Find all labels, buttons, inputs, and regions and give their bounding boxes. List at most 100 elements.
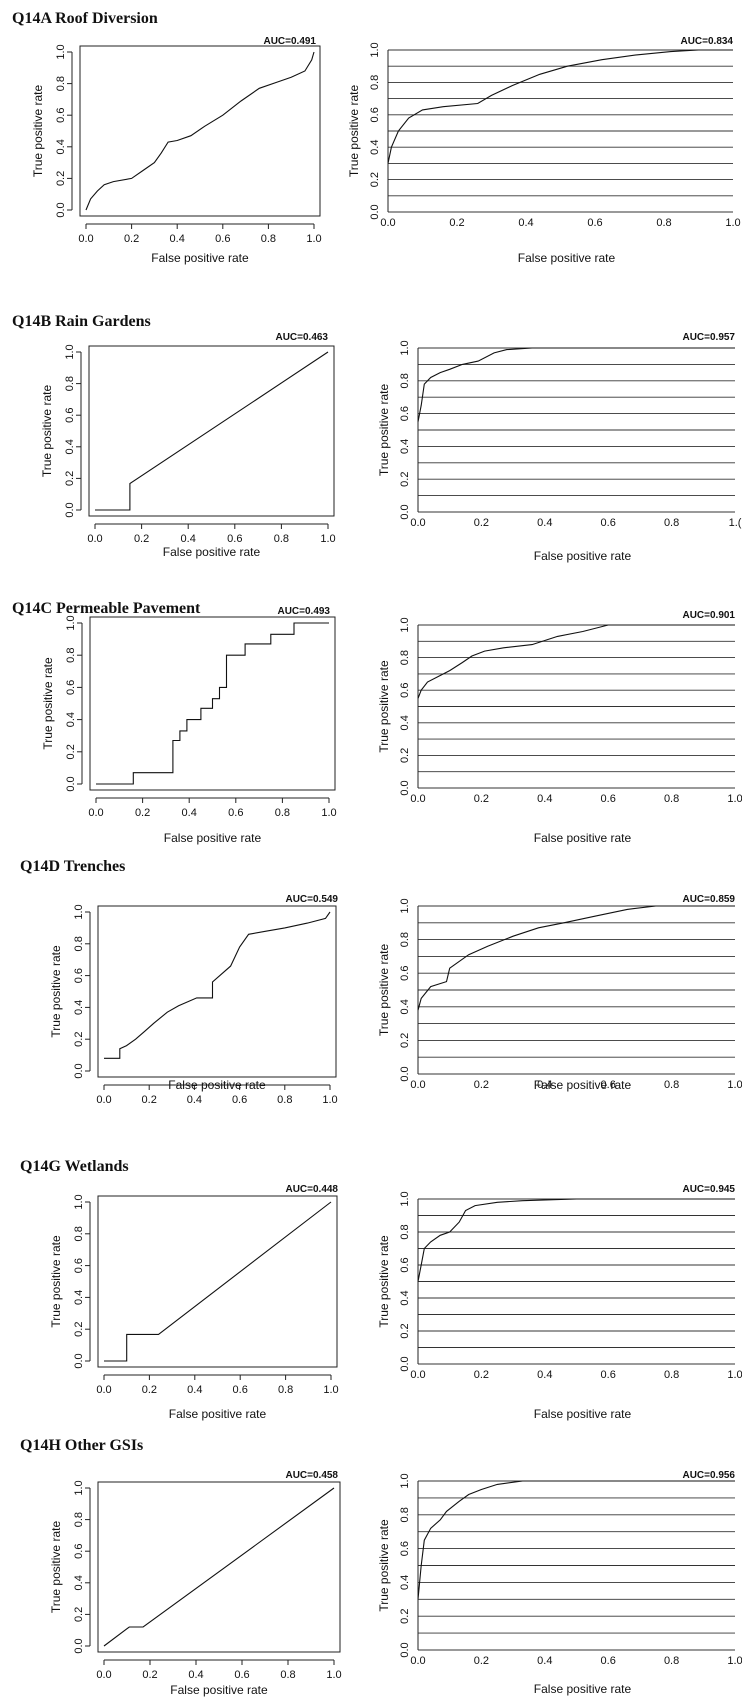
y-tick-label: 0.6 [64,408,76,423]
roc-curve [104,911,331,1059]
x-tick-label: 0.8 [275,807,290,819]
roc-curve [103,1487,335,1647]
x-tick-label: 0.2 [474,517,489,529]
x-axis-title: False positive rate [534,549,632,563]
x-tick-label: 0.2 [449,217,464,229]
roc-panels: 0.0 0.2 0.4 0.6 0.8 1.0 0.0 0.2 0.4 0.6 0.8 1.0 True… [31,36,742,1697]
y-tick-label: 0.8 [399,1224,411,1239]
y-axis-title: True positive rate [40,385,54,478]
x-axis-title: False positive rate [163,545,261,559]
plot-frame [97,905,337,1078]
y-tick-label: 1.0 [64,344,76,359]
auc-label: AUC=0.901 [682,610,735,621]
y-tick-label: 0.2 [399,748,411,763]
y-tick-label: 1.0 [55,44,67,59]
x-tick-label: 0.8 [664,1079,679,1091]
y-axis-title: True positive rate [347,85,361,178]
y-tick-label: 0.6 [399,1541,411,1556]
plot-frame [79,45,321,217]
x-tick-label: 0.6 [601,517,616,529]
y-tick-label: 0.6 [399,683,411,698]
y-tick-label: 0.2 [369,172,381,187]
y-axis-title: True positive rate [49,1235,63,1328]
y-tick-label: 0.6 [73,1258,85,1273]
x-tick-label: 1.( [729,517,742,529]
x-tick-label: 0.8 [656,217,671,229]
x-tick-label: 0.4 [537,793,552,805]
y-tick-label: 0.6 [73,968,85,983]
x-tick-label: 1.0 [323,1384,338,1396]
y-axis-title: True positive rate [377,384,391,477]
x-tick-label: 0.8 [664,1369,679,1381]
y-tick-label: 0.6 [369,107,381,122]
x-tick-label: 0.2 [134,533,149,545]
x-tick-label: 0.6 [228,807,243,819]
x-tick-label: 1.0 [320,533,335,545]
x-tick-label: 0.8 [664,517,679,529]
x-axis-title: False positive rate [169,1407,267,1421]
y-tick-label: 0.8 [399,1507,411,1522]
x-tick-label: 0.8 [664,1655,679,1667]
y-tick-label: 0.4 [64,439,76,454]
x-axis-title: False positive rate [518,251,616,265]
x-tick-label: 0.2 [142,1094,157,1106]
x-tick-label: 0.6 [601,1369,616,1381]
roc-curve [417,624,735,699]
x-tick-label: 0.0 [410,1369,425,1381]
y-axis-title: True positive rate [41,657,55,750]
x-tick-label: 0.6 [227,533,242,545]
x-tick-label: 0.6 [215,233,230,245]
roc-curve [387,49,733,164]
x-tick-label: 0.8 [261,233,276,245]
roc-panel-11: 0.0 0.2 0.4 0.6 0.8 1.0 0.0 0.2 0.4 0.6 0.8 1.0 True… [49,1470,342,1697]
y-tick-label: 1.0 [399,898,411,913]
y-tick-label: 0.2 [64,471,76,486]
plot-frame [88,345,335,517]
y-tick-label: 0.4 [399,439,411,454]
y-axis-title: True positive rate [377,1519,391,1612]
y-tick-label: 0.2 [399,1033,411,1048]
x-tick-label: 1.0 [321,807,336,819]
x-tick-label: 1.0 [727,1655,742,1667]
x-tick-label: 1.0 [322,1094,337,1106]
auc-label: AUC=0.448 [285,1184,338,1195]
y-tick-label: 0.0 [369,204,381,219]
auc-label: AUC=0.956 [682,1470,735,1481]
auc-label: AUC=0.493 [277,606,330,617]
y-axis-title: True positive rate [377,944,391,1037]
auc-label: AUC=0.945 [682,1184,735,1195]
roc-curve [417,1198,735,1282]
x-tick-label: 0.4 [537,1079,552,1091]
roc-curve [417,905,735,1011]
auc-label: AUC=0.458 [285,1470,338,1481]
section-title-q14c: Q14C Permeable Pavement [12,600,201,617]
plot-frame [97,1195,338,1368]
y-tick-label: 1.0 [73,1480,85,1495]
y-tick-label: 0.2 [73,1032,85,1047]
roc-panel-10: 0.0 0.2 0.4 0.6 0.8 1.0 0.0 0.2 0.4 0.6 0.8 1.0 True… [377,1184,742,1421]
x-tick-label: 0.0 [410,1079,425,1091]
y-tick-label: 0.8 [73,1226,85,1241]
y-tick-label: 0.0 [73,1063,85,1078]
y-axis-title: True positive rate [49,1521,63,1614]
x-tick-label: 0.6 [601,1079,616,1091]
y-axis-title: True positive rate [377,660,391,753]
x-tick-label: 0.0 [96,1094,111,1106]
y-tick-label: 0.0 [399,780,411,795]
y-tick-label: 0.0 [64,502,76,517]
y-tick-label: 0.8 [73,1512,85,1527]
y-tick-label: 0.4 [369,140,381,155]
y-tick-label: 0.8 [73,936,85,951]
roc-curve [95,351,329,511]
y-tick-label: 0.8 [65,648,77,663]
auc-label: AUC=0.463 [275,332,328,343]
auc-label: AUC=0.957 [682,332,735,343]
x-axis-title: False positive rate [534,831,632,845]
y-tick-label: 0.6 [55,108,67,123]
y-tick-label: 0.2 [399,1323,411,1338]
y-tick-label: 0.4 [65,712,77,727]
y-tick-label: 0.0 [73,1353,85,1368]
x-tick-label: 1.0 [727,1369,742,1381]
y-tick-label: 0.0 [399,1642,411,1657]
